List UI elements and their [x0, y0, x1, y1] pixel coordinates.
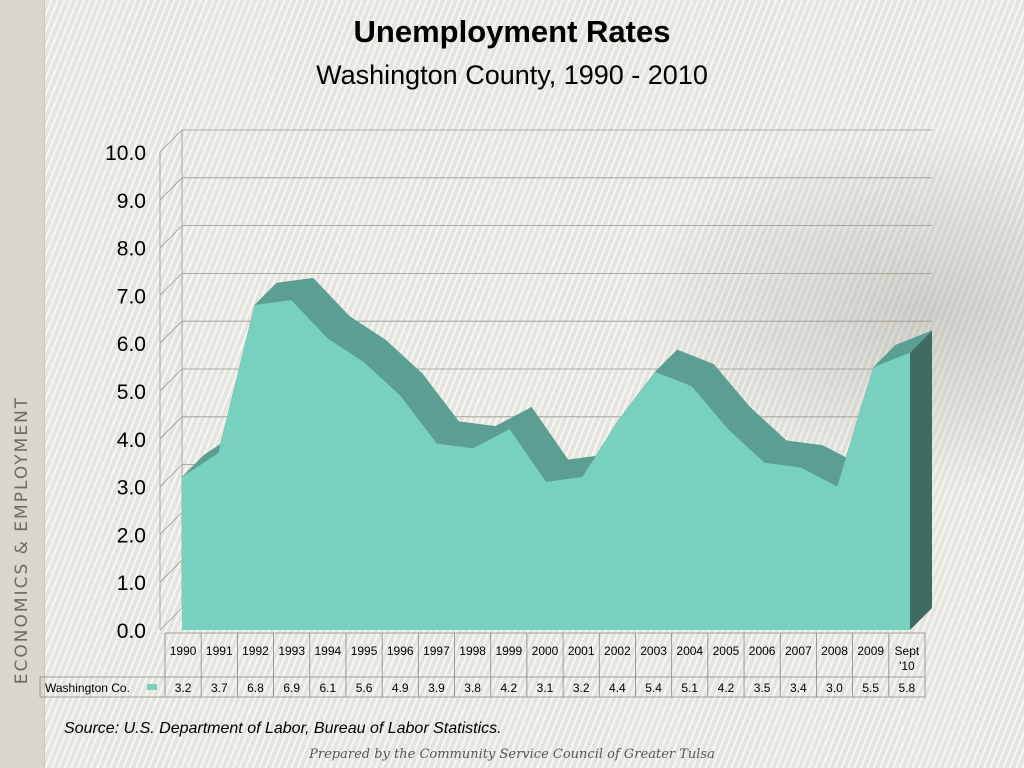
background-stripes [44, 0, 1024, 768]
x-tick-label: 2003 [640, 644, 667, 658]
x-tick-label: 2008 [821, 644, 848, 658]
gridline-side [159, 416, 183, 440]
data-label: 5.5 [862, 681, 879, 695]
data-label: 4.2 [500, 681, 517, 695]
x-tick-label: 1995 [351, 644, 378, 658]
data-label: 3.7 [211, 681, 228, 695]
data-label: 3.5 [754, 681, 771, 695]
gridline-side [159, 607, 183, 631]
source-note: Source: U.S. Department of Labor, Bureau… [64, 720, 502, 737]
y-tick-label: 3.0 [117, 477, 146, 500]
data-label: 5.1 [681, 681, 698, 695]
x-tick-label: 2006 [749, 644, 776, 658]
area-series [182, 300, 910, 630]
x-tick-label: 2009 [857, 644, 884, 658]
y-tick-label: 9.0 [117, 190, 146, 213]
chart-title: Unemployment Rates [353, 14, 671, 49]
data-label: 4.4 [609, 681, 626, 695]
y-tick-label: 0.0 [117, 620, 146, 643]
x-tick-label: 1992 [242, 644, 269, 658]
data-label: 3.9 [428, 681, 445, 695]
x-tick-label: 2007 [785, 644, 812, 658]
y-tick-label: 8.0 [117, 238, 146, 261]
legend-series-label: Washington Co. [45, 681, 130, 695]
data-label: 4.2 [718, 681, 735, 695]
data-label: 6.1 [320, 681, 337, 695]
data-label: 6.9 [283, 681, 300, 695]
data-label: 5.4 [645, 681, 662, 695]
side-band: ECONOMICS & EMPLOYMENT [0, 0, 45, 768]
data-label: 3.1 [537, 681, 554, 695]
gridline-side [159, 273, 183, 296]
data-label: 3.2 [175, 681, 192, 695]
data-label: 4.9 [392, 681, 409, 695]
x-tick-label: 1998 [459, 644, 486, 658]
y-tick-label: 2.0 [117, 524, 146, 547]
footer-credit: Prepared by the Community Service Counci… [309, 747, 715, 762]
data-label: 3.8 [464, 681, 481, 695]
gridline-side [159, 177, 183, 201]
data-label: 6.8 [247, 681, 264, 695]
y-tick-label: 4.0 [117, 429, 146, 452]
data-label: 3.2 [573, 681, 590, 695]
data-label: 5.6 [356, 681, 373, 695]
x-tick-label: 1996 [387, 644, 414, 658]
y-tick-label: 7.0 [117, 285, 146, 308]
data-label: 5.8 [899, 681, 916, 695]
x-tick-label: 1990 [170, 644, 197, 658]
x-tick-label: 1997 [423, 644, 450, 658]
data-label: 3.4 [790, 681, 807, 695]
x-tick-label: 2002 [604, 644, 631, 658]
x-tick-label: 2005 [713, 644, 740, 658]
x-tick-label: 1994 [315, 644, 342, 658]
x-tick-label: 2004 [676, 644, 703, 658]
gridline-side [159, 512, 183, 535]
gridline-side [159, 225, 183, 248]
x-tick-label: 2001 [568, 644, 595, 658]
x-tick-label: 2000 [532, 644, 559, 658]
x-tick-label: 1991 [206, 644, 233, 658]
y-tick-label: 5.0 [117, 381, 146, 404]
gridline-side [159, 129, 183, 153]
gridline-side [159, 559, 183, 583]
gridline-side [159, 368, 183, 392]
x-tick-label: '10 [899, 659, 915, 673]
chart-subtitle: Washington County, 1990 - 2010 [316, 60, 708, 90]
x-tick-label: Sept [895, 644, 920, 658]
x-tick-label: 1999 [495, 644, 522, 658]
x-tick-label: 1993 [278, 644, 305, 658]
y-tick-label: 6.0 [117, 333, 146, 356]
gridline-side [159, 320, 183, 344]
legend-swatch [147, 684, 157, 690]
area-side-face [910, 330, 932, 630]
gridline-side [159, 464, 183, 487]
y-tick-label: 1.0 [117, 572, 146, 595]
data-label: 3.0 [826, 681, 843, 695]
y-tick-label: 10.0 [105, 142, 146, 165]
